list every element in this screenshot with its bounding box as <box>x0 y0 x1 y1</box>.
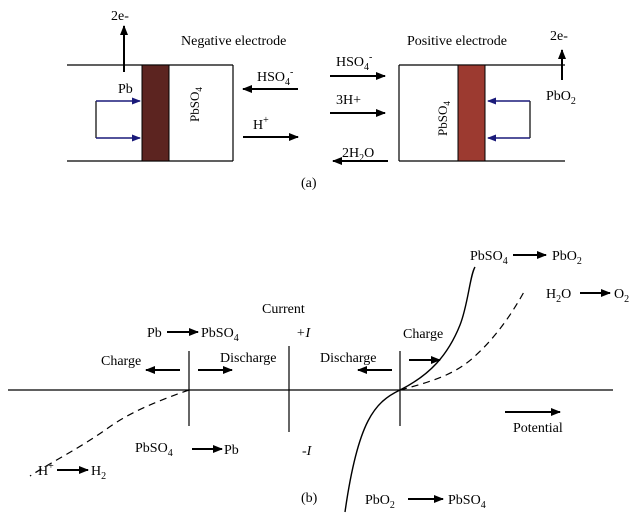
panel-a: 2e- Negative electrode Pb PbSO4 HSO4- H+… <box>67 9 576 191</box>
negative-electrode-label: Negative electrode <box>181 34 286 49</box>
oxygen-evolution-curve <box>399 289 526 391</box>
oxygen-to: O2 <box>614 287 629 305</box>
negative-cell: 2e- Negative electrode Pb PbSO4 <box>67 9 286 162</box>
charge-label-right: Charge <box>403 327 443 342</box>
sulfate-label-negative: PbSO4 <box>187 87 204 122</box>
positive-cell: Positive electrode 2e- PbO2 PbSO4 <box>398 29 576 162</box>
lead-plate <box>141 64 170 162</box>
electron-label-right: 2e- <box>550 29 568 44</box>
caption-a: (a) <box>301 176 317 191</box>
neg-bottom-from: PbSO4 <box>135 441 173 459</box>
water-label: 2H2O <box>342 146 374 164</box>
panel-b: Current +I -I Pb PbSO4 Charge Discharge … <box>8 249 629 513</box>
positive-electrode-label: Positive electrode <box>407 34 507 49</box>
pos-bottom-from: PbO2 <box>365 493 395 511</box>
electron-label-left: 2e- <box>111 9 129 24</box>
oxide-label: PbO2 <box>546 89 576 107</box>
caption-b: (b) <box>301 491 318 506</box>
bisulfate-label-left: HSO4- <box>257 67 293 88</box>
sulfate-label-positive: PbSO4 <box>435 101 452 136</box>
plus-i-label: +I <box>296 326 311 341</box>
hydrogen-to: H2 <box>91 464 106 482</box>
oxide-plate <box>457 64 486 162</box>
discharge-label-right: Discharge <box>320 351 377 366</box>
oxygen-from: H2O <box>546 287 571 305</box>
neg-top-from: Pb <box>147 326 162 341</box>
proton-label-right: 3H+ <box>336 93 361 108</box>
positive-electrode-curve <box>344 266 476 513</box>
bisulfate-label-right: HSO4- <box>336 52 372 73</box>
lead-label: Pb <box>118 82 133 97</box>
ion-transport: HSO4- H+ HSO4- 3H+ 2H2O <box>242 52 388 165</box>
current-label: Current <box>262 302 305 317</box>
pos-top-from: PbSO4 <box>470 249 508 267</box>
neg-top-to: PbSO4 <box>201 326 239 344</box>
minus-i-label: -I <box>302 444 313 459</box>
hydrogen-from: H+ <box>38 461 54 479</box>
potential-label: Potential <box>513 421 563 436</box>
pos-top-to: PbO2 <box>552 249 582 267</box>
discharge-label-left: Discharge <box>220 351 277 366</box>
negative-electrode-curve <box>29 389 190 477</box>
proton-label-left: H+ <box>253 115 269 133</box>
charge-label-left: Charge <box>101 354 141 369</box>
neg-bottom-to: Pb <box>224 443 239 458</box>
pos-bottom-to: PbSO4 <box>448 493 486 511</box>
